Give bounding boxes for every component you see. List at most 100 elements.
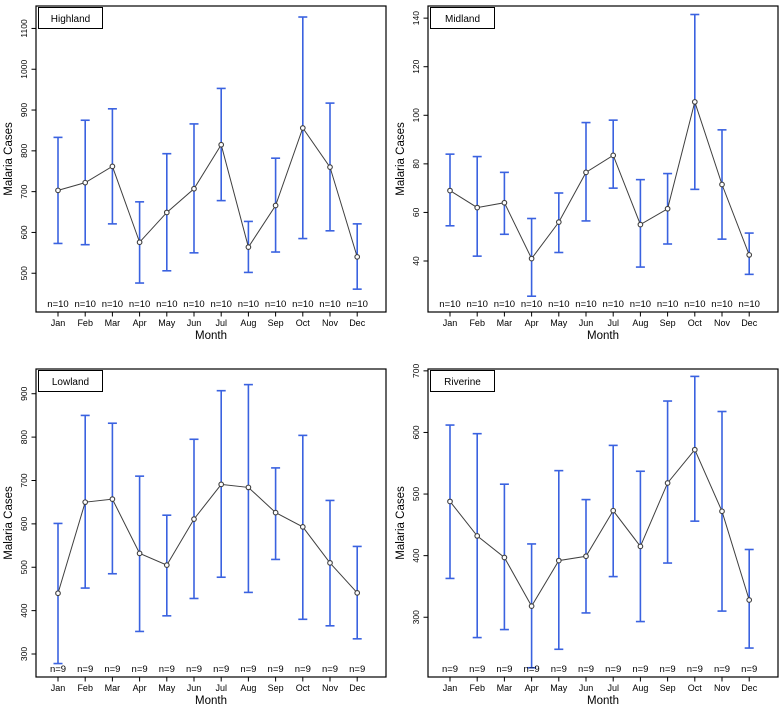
data-point — [327, 560, 333, 566]
data-point — [109, 163, 116, 170]
plot-box — [35, 368, 387, 678]
month-label: Feb — [469, 318, 485, 328]
n-label: n=10 — [74, 299, 95, 310]
data-point — [664, 205, 671, 212]
n-label: n=10 — [156, 299, 177, 310]
data-point — [163, 209, 170, 216]
chart-lowland: 300 400 500 600 700 800 900 Jan Feb Mar Apr May Jun J… — [3, 368, 387, 707]
month-label: May — [550, 318, 568, 328]
panel-title: Riverine — [444, 377, 481, 388]
error-bars — [53, 16, 362, 290]
y-tick-label: 600 — [19, 225, 29, 239]
y-tick-label: 300 — [19, 647, 29, 661]
data-point — [474, 533, 481, 539]
month-label: May — [158, 318, 176, 328]
data-point — [109, 496, 116, 502]
month-label: Sep — [660, 683, 676, 693]
data-point — [55, 187, 61, 194]
plot-box — [427, 368, 779, 678]
n-label: n=9 — [551, 664, 567, 675]
month-label: Sep — [660, 318, 676, 328]
month-label: Aug — [632, 683, 648, 693]
month-label: Apr — [525, 683, 539, 693]
y-tick-label: 500 — [19, 560, 29, 574]
panel-title: Lowland — [52, 377, 89, 388]
month-label: Dec — [349, 318, 366, 328]
y-tick-label: 1000 — [19, 60, 29, 79]
n-label: n=9 — [295, 664, 311, 675]
n-label: n=10 — [102, 299, 123, 310]
n-label: n=9 — [213, 664, 229, 675]
n-label: n=10 — [657, 299, 678, 310]
data-point — [354, 589, 361, 596]
chart-riverine: 300 400 500 600 700 Jan Feb Mar Apr May Jun Jul Aug S… — [395, 363, 779, 707]
y-tick-label: 700 — [19, 473, 29, 487]
month-label: Oct — [688, 683, 703, 693]
data-point — [501, 199, 508, 206]
y-tick-label: 500 — [19, 266, 29, 280]
n-label: n=9 — [660, 664, 676, 675]
data-point — [719, 181, 725, 188]
y-tick-label: 600 — [411, 425, 421, 439]
y-tick-label: 80 — [411, 159, 421, 169]
month-label: Mar — [497, 318, 513, 328]
data-point — [191, 185, 197, 192]
data-point — [637, 543, 644, 550]
data-point — [501, 554, 508, 561]
y-axis-title: Malaria Cases — [395, 486, 407, 560]
chart-highland: 500 600 700 800 900 1000 1100 Jan Feb Mar Apr May Ju… — [3, 5, 387, 342]
n-label: n=9 — [240, 664, 256, 675]
month-label: Feb — [77, 683, 93, 693]
month-label: Mar — [105, 683, 121, 693]
data-point — [272, 202, 279, 209]
n-label: n=10 — [292, 299, 313, 310]
n-label: n=9 — [687, 664, 703, 675]
series-line — [449, 448, 750, 608]
month-label: Nov — [322, 683, 339, 693]
x-axis-title: Month — [587, 695, 619, 707]
data-point — [474, 204, 481, 211]
panel-title: Midland — [445, 14, 480, 25]
n-label: n=9 — [159, 664, 175, 675]
y-tick-label: 800 — [19, 143, 29, 157]
data-point — [555, 219, 562, 225]
month-label: Jul — [215, 318, 227, 328]
data-point — [610, 152, 617, 159]
data-point — [528, 255, 535, 262]
month-label: Nov — [714, 683, 731, 693]
n-label: n=9 — [132, 664, 148, 675]
data-point — [245, 244, 252, 250]
legend-box — [430, 7, 495, 29]
month-label: Jan — [443, 683, 458, 693]
y-tick-label: 700 — [411, 363, 421, 377]
data-point — [299, 125, 306, 131]
n-label: n=9 — [714, 664, 730, 675]
n-label: n=10 — [129, 299, 150, 310]
data-point — [610, 507, 617, 514]
x-axis-title: Month — [587, 330, 619, 342]
n-label: n=10 — [238, 299, 259, 310]
month-label: Nov — [322, 318, 339, 328]
data-point — [664, 480, 671, 486]
data-point — [354, 254, 361, 260]
legend-box — [38, 370, 103, 392]
data-point — [191, 516, 197, 522]
data-point — [299, 524, 306, 530]
month-label: Aug — [240, 318, 256, 328]
month-label: Apr — [133, 683, 147, 693]
y-tick-label: 300 — [411, 610, 421, 624]
n-label: n=9 — [469, 664, 485, 675]
month-label: Aug — [240, 683, 256, 693]
month-label: May — [550, 683, 568, 693]
month-label: Jan — [51, 318, 66, 328]
n-label: n=9 — [50, 664, 66, 675]
month-label: Sep — [268, 683, 284, 693]
data-point — [555, 557, 562, 564]
data-point — [746, 597, 753, 603]
data-point — [218, 141, 225, 148]
panel-lowland: 300 400 500 600 700 800 900 Jan Feb Mar Apr May Jun J… — [0, 355, 392, 709]
n-label: n=10 — [319, 299, 340, 310]
y-tick-label: 40 — [411, 256, 421, 266]
panel-title: Highland — [51, 14, 90, 25]
y-tick-label: 100 — [411, 108, 421, 122]
